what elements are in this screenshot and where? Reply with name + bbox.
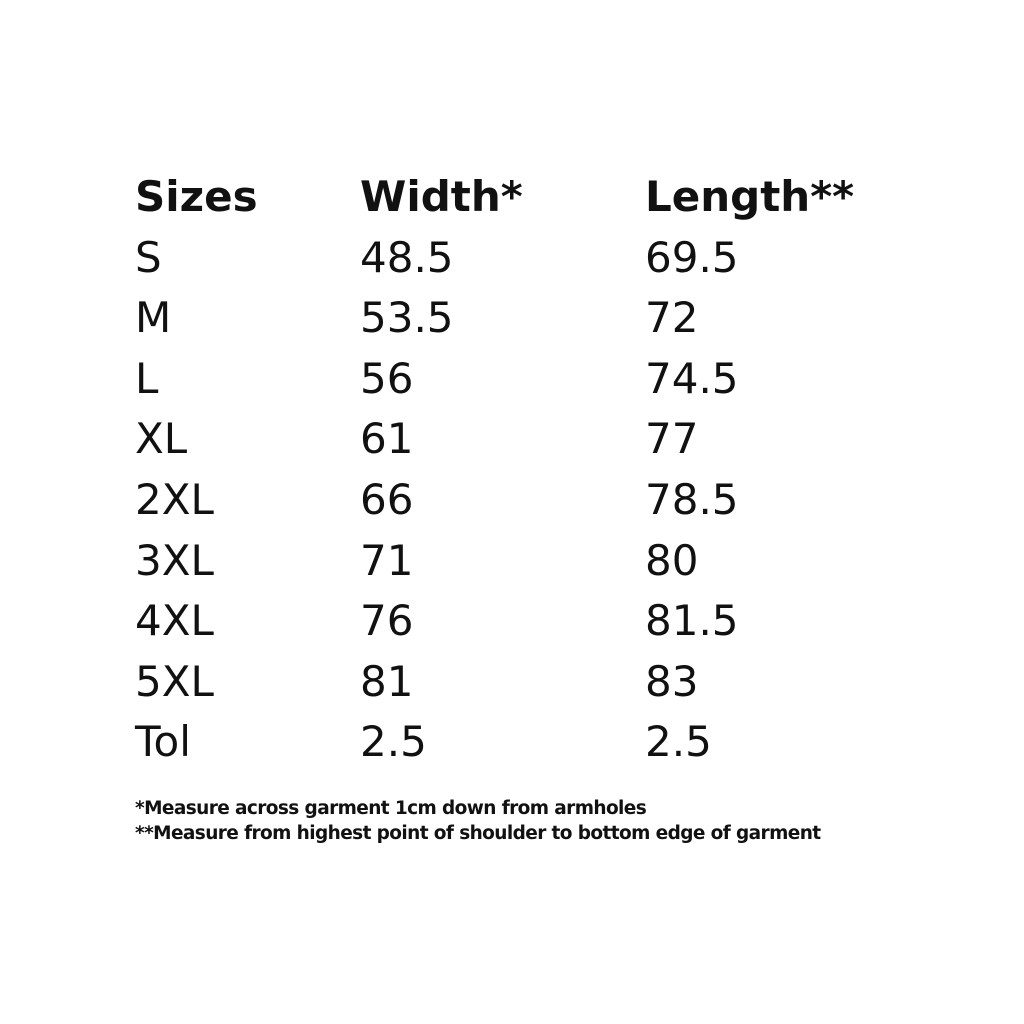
cell-size: S [135, 232, 162, 282]
cell-width: 71 [360, 535, 414, 585]
table-row: 3XL 71 80 [135, 531, 935, 592]
table-row: 2XL 66 78.5 [135, 470, 935, 531]
cell-length: 2.5 [645, 717, 712, 767]
cell-size: 5XL [135, 656, 214, 706]
cell-size: M [135, 293, 172, 343]
cell-size: 4XL [135, 596, 214, 646]
cell-width: 48.5 [360, 232, 454, 282]
header-length: Length** [645, 172, 855, 221]
cell-length: 80 [645, 535, 699, 585]
table-row: M 53.5 72 [135, 288, 935, 349]
size-chart-table: Sizes Width* Length** S 48.5 69.5 M 53.5 72 L 5… [135, 167, 935, 773]
cell-width: 56 [360, 353, 414, 403]
footnotes: *Measure across garment 1cm down from ar… [135, 796, 821, 846]
header-row: Sizes Width* Length** [135, 167, 935, 228]
footnote-length: **Measure from highest point of shoulder… [135, 823, 821, 844]
cell-width: 76 [360, 596, 414, 646]
cell-length: 83 [645, 656, 699, 706]
cell-length: 69.5 [645, 232, 739, 282]
cell-length: 77 [645, 414, 699, 464]
cell-width: 61 [360, 414, 414, 464]
header-sizes: Sizes [135, 172, 258, 221]
cell-length: 74.5 [645, 353, 739, 403]
cell-length: 78.5 [645, 474, 739, 524]
table-row: 5XL 81 83 [135, 652, 935, 713]
table-row: Tol 2.5 2.5 [135, 712, 935, 773]
cell-length: 81.5 [645, 596, 739, 646]
header-width: Width* [360, 172, 523, 221]
cell-size: 2XL [135, 474, 214, 524]
cell-length: 72 [645, 293, 699, 343]
table-row: 4XL 76 81.5 [135, 591, 935, 652]
cell-size: 3XL [135, 535, 214, 585]
table-row: L 56 74.5 [135, 349, 935, 410]
cell-size: Tol [135, 717, 191, 767]
cell-size: XL [135, 414, 188, 464]
cell-width: 2.5 [360, 717, 427, 767]
cell-width: 81 [360, 656, 414, 706]
table-row: S 48.5 69.5 [135, 228, 935, 289]
cell-size: L [135, 353, 159, 403]
footnote-width: *Measure across garment 1cm down from ar… [135, 798, 647, 819]
cell-width: 66 [360, 474, 414, 524]
table-row: XL 61 77 [135, 409, 935, 470]
cell-width: 53.5 [360, 293, 454, 343]
